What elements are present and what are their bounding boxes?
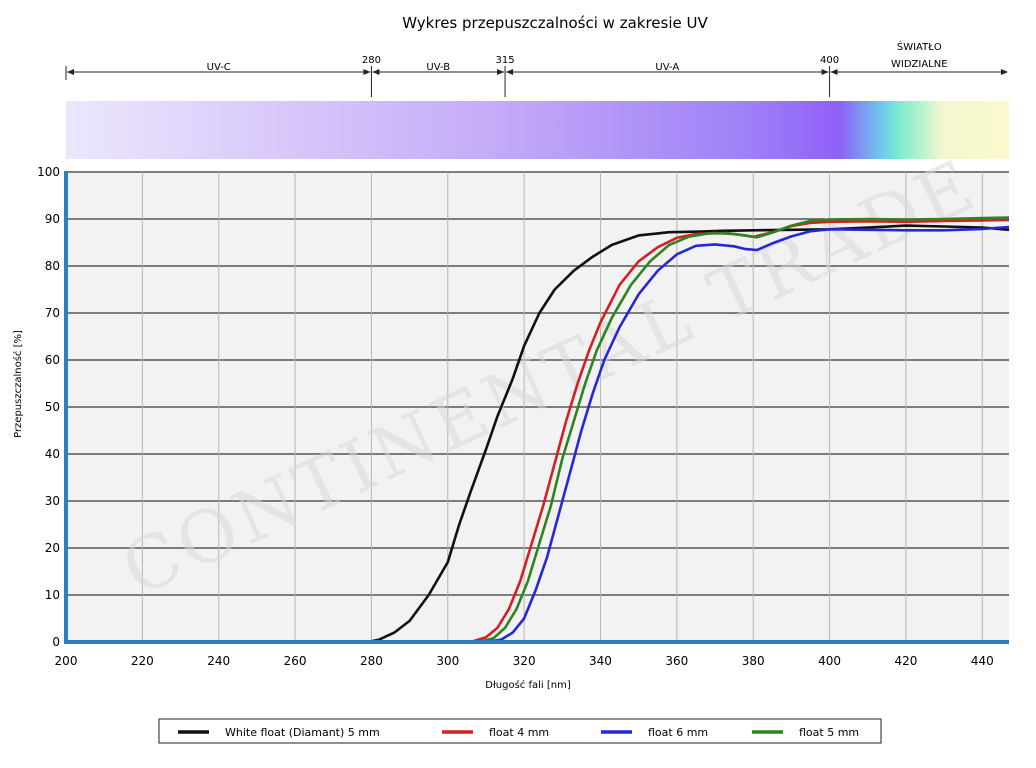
y-axis-title: Przepuszczalność [%] xyxy=(12,330,24,438)
legend: White float (Diamant) 5 mm float 4 mm floa… xyxy=(158,718,882,744)
x-tick-label: 380 xyxy=(742,654,765,668)
arrow-right-icon xyxy=(821,69,829,75)
series-line-4 xyxy=(66,216,1010,644)
arrow-right-icon xyxy=(497,69,505,75)
band-label: UV-A xyxy=(655,62,679,73)
band-boundary-label: 400 xyxy=(820,55,839,66)
x-tick-label: 320 xyxy=(513,654,536,668)
band-boundary-label: 315 xyxy=(496,55,515,66)
series-line-2 xyxy=(66,218,1010,644)
legend-label: float 6 mm xyxy=(648,726,708,739)
x-tick-label: 200 xyxy=(55,654,78,668)
legend-label: float 5 mm xyxy=(799,726,859,739)
legend-label: float 4 mm xyxy=(489,726,549,739)
x-tick-label: 440 xyxy=(971,654,994,668)
x-tick-label: 360 xyxy=(665,654,688,668)
x-tick-label: 300 xyxy=(436,654,459,668)
arrow-right-icon xyxy=(363,69,371,75)
x-tick-label: 280 xyxy=(360,654,383,668)
arrow-left-icon xyxy=(67,69,74,75)
band-boundary-label: 280 xyxy=(362,55,381,66)
x-tick-label: 340 xyxy=(589,654,612,668)
band-label: UV-C xyxy=(207,62,231,73)
y-tick-label: 10 xyxy=(45,588,60,602)
x-tick-label: 220 xyxy=(131,654,154,668)
y-tick-label: 100 xyxy=(37,165,60,179)
x-tick-label: 420 xyxy=(894,654,917,668)
y-tick-label: 80 xyxy=(45,259,60,273)
arrow-left-icon xyxy=(506,69,514,75)
x-tick-label: 260 xyxy=(284,654,307,668)
band-label: WIDZIALNE xyxy=(891,59,948,70)
band-label: ŚWIATŁO xyxy=(897,40,942,53)
y-tick-label: 20 xyxy=(45,541,60,555)
y-tick-label: 0 xyxy=(52,635,60,649)
spectrum-gradient-bar xyxy=(66,101,1009,159)
series-lines xyxy=(66,216,1010,644)
legend-label: White float (Diamant) 5 mm xyxy=(225,726,380,739)
arrow-right-icon xyxy=(1001,69,1008,75)
x-axis-title: Długość fali [nm] xyxy=(485,679,571,691)
plot-area: CONTINENTAL TRADE xyxy=(64,142,1010,644)
x-tick-label: 400 xyxy=(818,654,841,668)
spectrum-bands: 280 315 400 UV-C UV-B UV-A ŚWIATŁO WIDZIALNE xyxy=(65,40,1008,97)
x-axis-ticks: 200 220 240 260 280 300 320 340 360 380 400 420 440 xyxy=(55,654,994,668)
y-axis-ticks: 0 10 20 30 40 50 60 70 80 90 100 xyxy=(37,165,60,649)
series-line-3 xyxy=(66,225,1010,644)
y-tick-label: 30 xyxy=(45,494,60,508)
arrow-left-icon xyxy=(830,69,838,75)
arrow-left-icon xyxy=(372,69,380,75)
y-tick-label: 60 xyxy=(45,353,60,367)
y-tick-label: 70 xyxy=(45,306,60,320)
y-tick-label: 90 xyxy=(45,212,60,226)
axes xyxy=(64,171,1009,644)
y-tick-label: 50 xyxy=(45,400,60,414)
chart-title: Wykres przepuszczalności w zakresie UV xyxy=(402,14,708,32)
x-tick-label: 240 xyxy=(207,654,230,668)
y-tick-label: 40 xyxy=(45,447,60,461)
band-label: UV-B xyxy=(426,62,450,73)
